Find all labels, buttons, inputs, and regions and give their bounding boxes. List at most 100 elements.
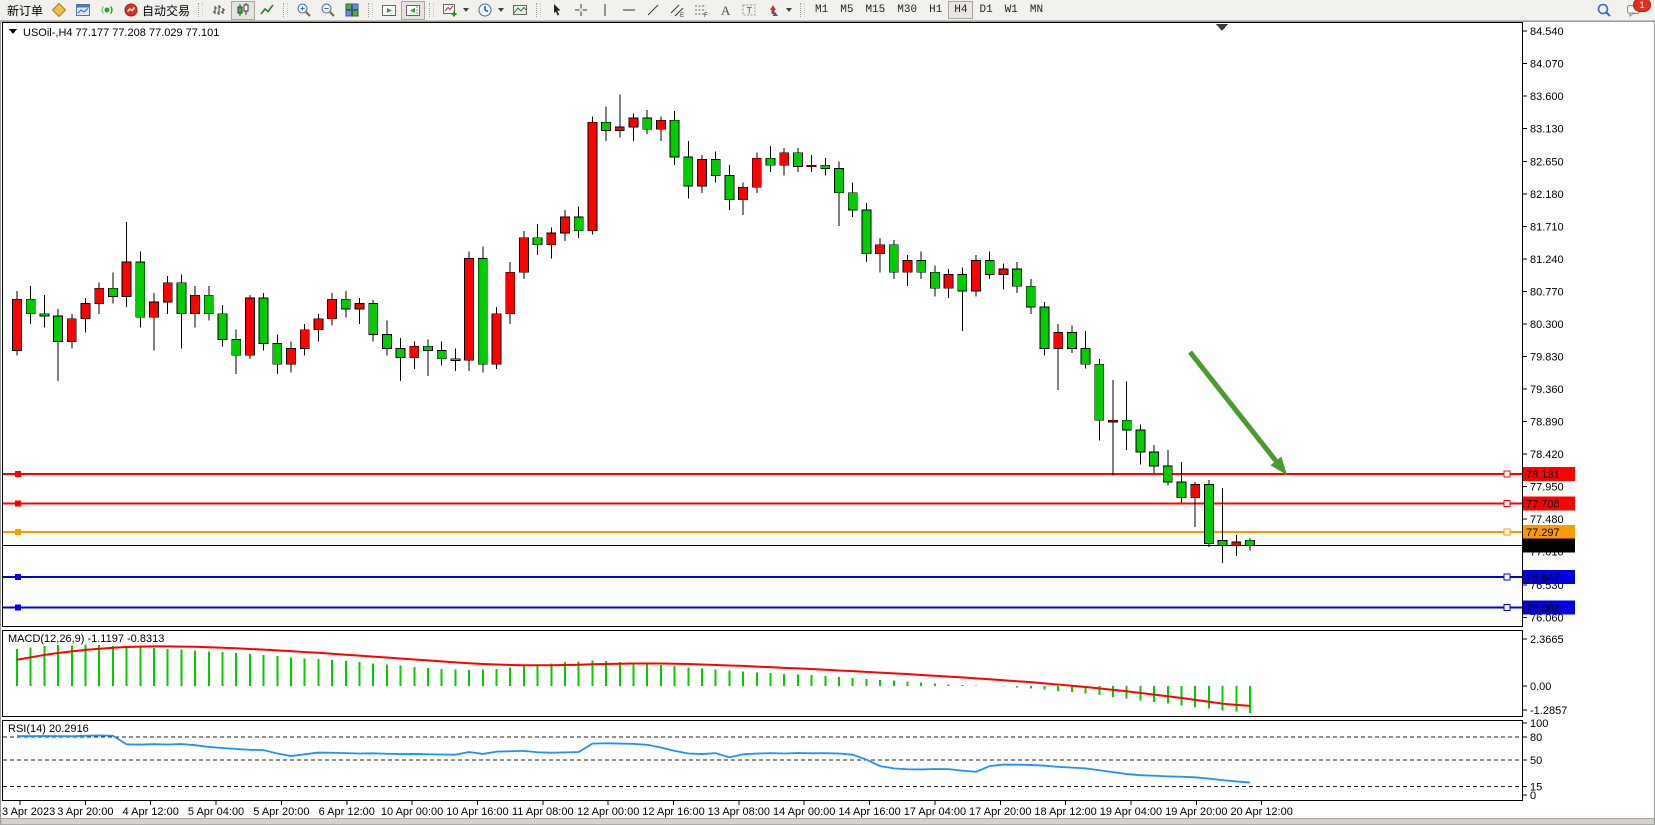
candle-body [847, 192, 858, 211]
timeframe-button-m30[interactable]: M30 [891, 1, 923, 19]
auto-scroll-button[interactable] [377, 1, 401, 20]
candle-body [724, 175, 735, 201]
candle-body [601, 121, 611, 131]
cursor-button[interactable] [545, 1, 569, 20]
line-handle-right[interactable] [1503, 470, 1511, 478]
chart-shift-marker[interactable] [1216, 24, 1228, 31]
line-chart-icon [259, 2, 275, 18]
candle-body [751, 157, 762, 188]
channel-button[interactable]: E [665, 1, 689, 20]
horizontal-lines [3, 470, 1522, 612]
candle-body [491, 313, 502, 365]
text-button[interactable]: A [713, 1, 737, 20]
timeframe-button-m5[interactable]: M5 [834, 1, 859, 19]
crosshair-button[interactable] [569, 1, 593, 20]
time-axis-label: 19 Apr 20:00 [1165, 806, 1227, 818]
timeframe-button-w1[interactable]: W1 [999, 1, 1024, 19]
horizontal-line[interactable] [3, 573, 1522, 581]
timeframe-button-m15[interactable]: M15 [859, 1, 891, 19]
bar-chart-button[interactable] [207, 1, 231, 20]
timeframe-button-m1[interactable]: M1 [809, 1, 834, 19]
trend-arrow-annotation[interactable] [1188, 350, 1287, 475]
text-label-button[interactable]: T [737, 1, 761, 20]
candle-body [381, 334, 392, 349]
notification-badge: 1 [1633, 0, 1651, 12]
signals-button[interactable] [95, 1, 119, 20]
horizontal-line[interactable] [3, 528, 1522, 536]
candle-body [66, 318, 77, 342]
rsi-scale-label: 0 [1530, 790, 1536, 802]
symbols-button[interactable] [47, 1, 71, 20]
fibonacci-button[interactable]: F [689, 1, 713, 20]
line-handle-right[interactable] [1503, 499, 1511, 507]
toolbar-grip [283, 3, 289, 17]
trendline-button[interactable] [641, 1, 665, 20]
line-handle-right[interactable] [1503, 604, 1511, 612]
timeframe-button-h1[interactable]: H1 [923, 1, 948, 19]
notifications-button[interactable]: 1 [1622, 0, 1651, 20]
time-axis-label: 6 Apr 12:00 [319, 806, 375, 818]
line-chart-button[interactable] [255, 1, 279, 20]
candle-body [1149, 451, 1159, 467]
candle-body [25, 298, 36, 315]
line-handle-left[interactable] [15, 604, 21, 611]
horizontal-line-button[interactable] [617, 1, 641, 20]
candle-body [1121, 419, 1132, 431]
timeframe-button-mn[interactable]: MN [1024, 1, 1049, 19]
candle-body [162, 282, 173, 303]
axis-tick-label: 82.180 [1530, 189, 1564, 201]
chart-shift-button[interactable] [401, 0, 426, 20]
candle-body [436, 350, 447, 360]
horizontal-line[interactable] [3, 470, 1522, 478]
horizontal-line[interactable] [3, 604, 1522, 612]
candlestick-chart-button[interactable] [231, 0, 256, 20]
candle-body [1108, 419, 1118, 423]
svg-text:T: T [747, 6, 753, 16]
autotrade-button[interactable]: 自动交易 [119, 1, 194, 20]
symbol-quote-line: USOil-,H4 77.177 77.208 77.029 77.101 [23, 27, 219, 39]
zoom-in-button[interactable] [292, 1, 316, 20]
line-handle-right[interactable] [1503, 528, 1511, 536]
zoom-in-icon [296, 2, 312, 18]
arrow-shapes-button[interactable] [761, 1, 796, 20]
candle-body [1176, 481, 1187, 499]
axis-tick-label: 81.710 [1530, 222, 1564, 234]
line-handle-left[interactable] [15, 573, 21, 580]
templates-button[interactable] [508, 1, 532, 20]
candle-body [943, 274, 954, 289]
candle-body [519, 237, 529, 273]
line-handle-right[interactable] [1503, 573, 1511, 581]
quote-dropdown-icon[interactable] [9, 29, 17, 34]
indicators-button[interactable] [438, 1, 473, 20]
candle-body [697, 159, 707, 187]
horizontal-line[interactable] [3, 499, 1522, 507]
tile-windows-button[interactable] [340, 1, 364, 20]
line-handle-left[interactable] [15, 471, 21, 478]
new-order-button[interactable]: 新订单 [3, 1, 47, 20]
rsi-line [16, 734, 1251, 784]
line-handle-left[interactable] [15, 528, 21, 535]
vertical-line-button[interactable] [593, 1, 617, 20]
search-button[interactable] [1592, 1, 1616, 20]
toolbar-grip [429, 3, 435, 17]
svg-text:A: A [721, 3, 731, 18]
autotrade-icon [123, 2, 139, 18]
market-watch-button[interactable] [71, 1, 95, 20]
price-label: 76.647 [1523, 569, 1575, 584]
tile-windows-icon [344, 2, 360, 18]
templates-icon [512, 2, 528, 18]
rsi-scale-label: 100 [1530, 718, 1548, 730]
zoom-out-button[interactable] [316, 1, 340, 20]
candle-body [1080, 347, 1091, 365]
candle-body [80, 303, 91, 320]
time-axis-label: 19 Apr 04:00 [1100, 806, 1162, 818]
timeframe-button-d1[interactable]: D1 [973, 1, 998, 19]
timeframe-button-h4[interactable]: H4 [948, 1, 974, 19]
candle-body [176, 282, 187, 315]
candle-body [203, 294, 214, 315]
candle-body [573, 216, 584, 232]
periods-button[interactable] [473, 1, 508, 20]
cursor-icon [549, 2, 565, 18]
line-handle-left[interactable] [15, 500, 21, 507]
